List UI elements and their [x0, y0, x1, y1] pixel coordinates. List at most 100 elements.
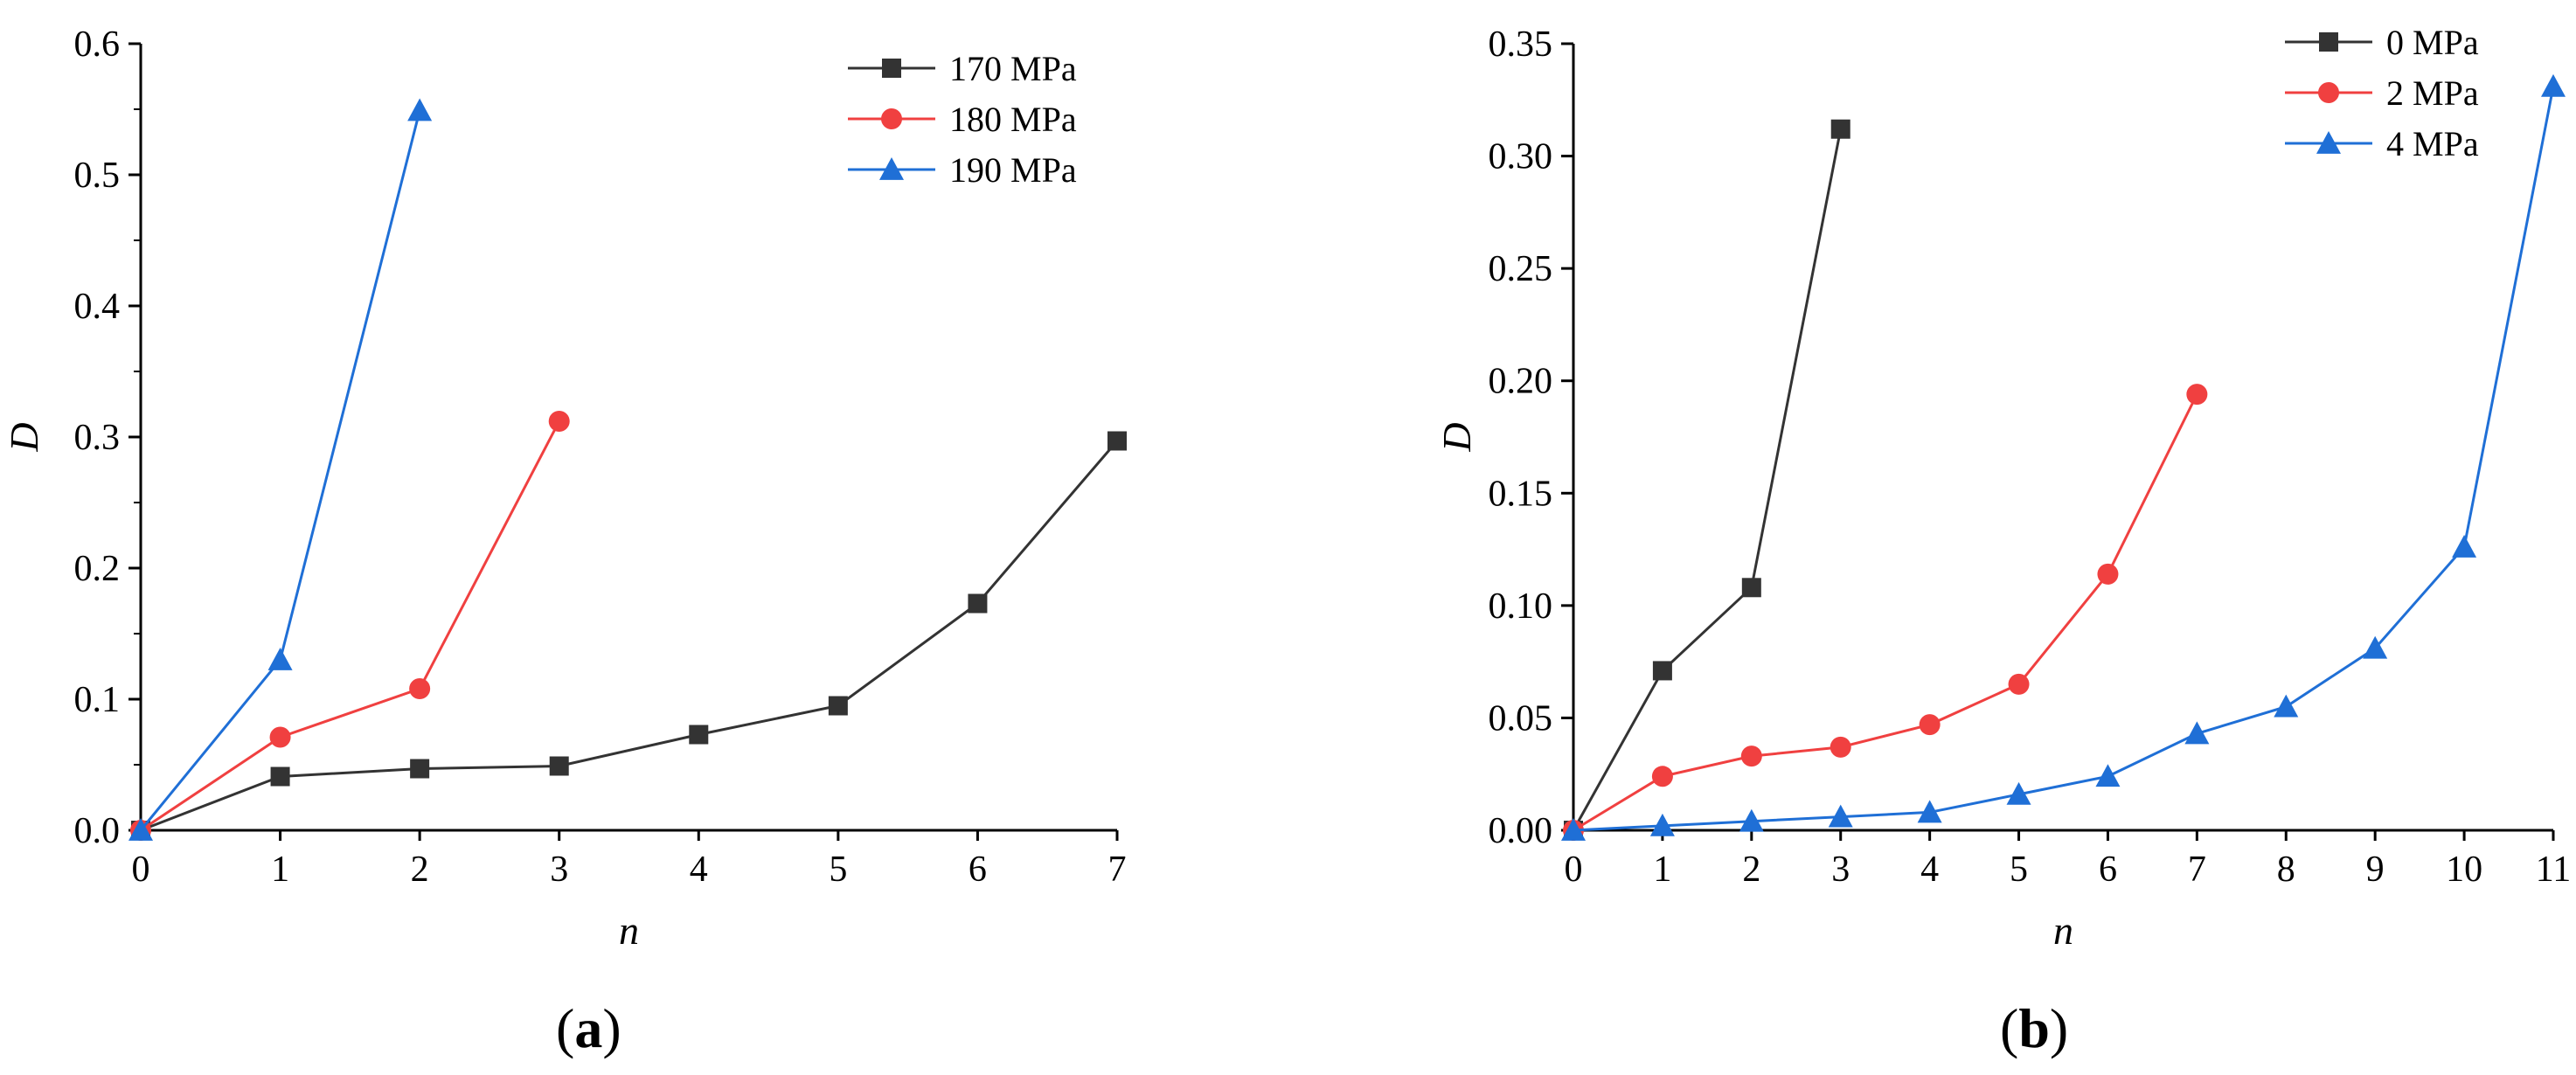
y-tick-label: 0.2 [74, 549, 121, 589]
legend-swatch-marker [882, 59, 901, 78]
series-line [140, 440, 1119, 832]
y-tick-label: 0.30 [1489, 137, 1553, 177]
data-point [1739, 808, 1764, 832]
series-line [1573, 393, 2198, 832]
x-tick-label: 0 [132, 850, 150, 890]
data-point [689, 725, 709, 745]
data-point [407, 98, 433, 121]
series-4-mpa [1561, 73, 2566, 841]
data-point [2186, 384, 2208, 406]
x-tick-label: 4 [1920, 850, 1939, 890]
x-tick-label: 9 [2366, 850, 2385, 890]
series-170-mpa [131, 431, 1127, 840]
data-point [2008, 673, 2030, 695]
panel-label-open: ( [2000, 997, 2018, 1059]
y-axis-title: D [2, 422, 46, 452]
series-0-mpa [1564, 119, 1850, 840]
panel-label: (b) [2000, 997, 2068, 1059]
x-tick-label: 0 [1565, 850, 1583, 890]
x-tick-label: 3 [550, 850, 568, 890]
y-axis-title: D [1434, 422, 1479, 452]
data-point [2452, 535, 2477, 558]
data-point [1561, 818, 1586, 841]
data-point [1830, 736, 1851, 758]
x-tick-label: 3 [1831, 850, 1850, 890]
series-line [1573, 86, 2555, 832]
data-point [2097, 563, 2119, 585]
data-point [1919, 714, 1941, 736]
data-point [267, 648, 293, 670]
x-tick-label: 7 [1108, 850, 1127, 890]
y-tick-label: 0.3 [74, 418, 121, 458]
panel-label-open: ( [556, 997, 574, 1059]
y-tick-label: 0.6 [74, 24, 121, 65]
legend-label: 4 MPa [2386, 124, 2479, 163]
data-point [968, 593, 988, 614]
legend-swatch-marker [2319, 32, 2338, 52]
x-tick-label: 5 [829, 850, 847, 890]
y-tick-label: 0.35 [1489, 24, 1553, 65]
data-point [2006, 781, 2031, 805]
data-point [549, 756, 569, 776]
x-tick-label: 1 [1653, 850, 1671, 890]
x-tick-label: 2 [1742, 850, 1760, 890]
series-line [139, 110, 421, 831]
data-point [1830, 119, 1850, 139]
panel-label-letter: b [2018, 997, 2050, 1059]
data-point [2363, 635, 2388, 659]
legend-label: 180 MPa [949, 100, 1077, 139]
panel-label: (a) [556, 997, 621, 1059]
x-tick-label: 10 [2446, 850, 2482, 890]
data-point [1917, 800, 1942, 823]
data-point [2541, 73, 2566, 97]
data-point [828, 696, 848, 716]
x-tick-label: 8 [2277, 850, 2295, 890]
data-point [548, 411, 570, 432]
x-axis-title: n [619, 908, 639, 953]
legend-label: 190 MPa [949, 150, 1077, 190]
legend-swatch-marker [2316, 131, 2341, 154]
data-point [1651, 766, 1673, 787]
data-point [1740, 746, 1762, 767]
data-point [1741, 578, 1761, 598]
y-tick-label: 0.1 [74, 680, 121, 720]
data-point [2274, 694, 2299, 718]
data-point [128, 818, 153, 841]
legend: 0 MPa 2 MPa 4 MPa [2285, 23, 2479, 163]
x-tick-label: 6 [969, 850, 987, 890]
y-tick-label: 0.5 [74, 156, 121, 196]
series-line [140, 420, 561, 832]
legend-swatch-marker [881, 108, 902, 129]
y-tick-label: 0.15 [1489, 474, 1553, 514]
legend-swatch-marker [2318, 82, 2339, 103]
data-point [410, 759, 430, 779]
y-tick-label: 0.05 [1489, 698, 1553, 739]
y-tick-label: 0.20 [1489, 362, 1553, 402]
series-180-mpa [130, 411, 570, 841]
x-tick-label: 7 [2188, 850, 2206, 890]
legend-swatch-marker [879, 157, 904, 180]
y-tick-label: 0.4 [74, 287, 121, 327]
chart-panel-a: 0 1 2 3 4 5 6 7 0.0 0.1 0.2 0.3 0.4 0.5 0.6 n D 170 MPa 18… [2, 24, 1127, 1059]
x-tick-label: 5 [2010, 850, 2028, 890]
data-point [2095, 764, 2121, 787]
series-190-mpa [128, 98, 433, 841]
x-tick-label: 6 [2099, 850, 2117, 890]
x-tick-label: 11 [2536, 850, 2571, 890]
x-axis-title: n [2053, 908, 2073, 953]
panel-label-letter: a [574, 997, 602, 1059]
x-tick-label: 1 [271, 850, 289, 890]
legend-label: 2 MPa [2386, 73, 2479, 113]
series-line [1572, 128, 1843, 831]
y-tick-label: 0.0 [74, 811, 121, 851]
y-tick-label: 0.00 [1489, 811, 1553, 851]
data-point [1649, 813, 1675, 836]
y-tick-label: 0.25 [1489, 249, 1553, 289]
data-point [409, 678, 431, 699]
legend-label: 0 MPa [2386, 23, 2479, 62]
data-point [1652, 661, 1672, 681]
legend: 170 MPa 180 MPa 190 MPa [848, 49, 1077, 190]
x-tick-label: 2 [411, 850, 429, 890]
data-point [1828, 804, 1853, 828]
